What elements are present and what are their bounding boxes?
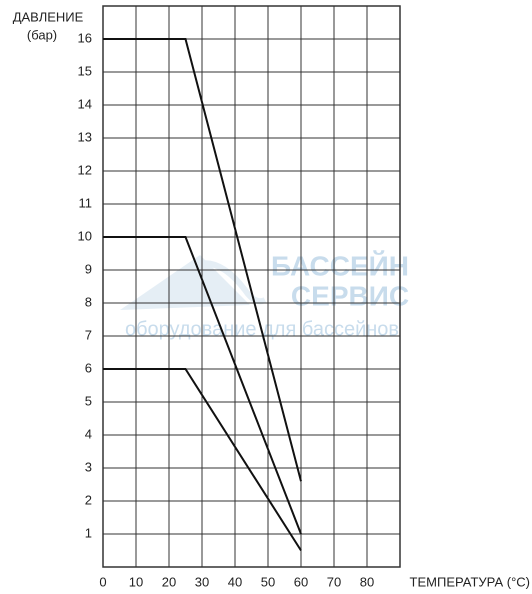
y-axis-label: ДАВЛЕНИЕ <box>13 9 84 24</box>
y-tick-label: 4 <box>85 426 92 441</box>
x-tick-label: 50 <box>261 574 275 589</box>
x-tick-label: 60 <box>294 574 308 589</box>
y-tick-label: 13 <box>78 129 92 144</box>
x-axis-label: ТЕМПЕРАТУРА (°С) <box>410 574 530 589</box>
y-tick-label: 8 <box>85 294 92 309</box>
x-tick-label: 20 <box>162 574 176 589</box>
y-axis-unit: (бар) <box>27 27 57 42</box>
y-tick-label: 12 <box>78 162 92 177</box>
x-tick-label: 30 <box>195 574 209 589</box>
y-tick-label: 16 <box>78 30 92 45</box>
watermark-text: БАССЕЙН <box>271 249 409 281</box>
y-tick-label: 6 <box>85 360 92 375</box>
series-line <box>103 236 302 535</box>
y-tick-label: 1 <box>85 525 92 540</box>
y-tick-label: 2 <box>85 492 92 507</box>
watermark-text: СЕРВИС <box>291 280 409 311</box>
y-tick-label: 3 <box>85 459 92 474</box>
x-tick-label: 80 <box>360 574 374 589</box>
y-tick-label: 9 <box>85 261 92 276</box>
y-tick-label: 15 <box>78 63 92 78</box>
series-line <box>103 368 302 552</box>
y-tick-label: 14 <box>78 96 92 111</box>
y-tick-label: 7 <box>85 327 92 342</box>
x-tick-label: 40 <box>228 574 242 589</box>
series-line <box>103 38 302 482</box>
x-tick-label: 70 <box>327 574 341 589</box>
x-tick-label: 10 <box>129 574 143 589</box>
y-tick-label: 10 <box>78 228 92 243</box>
y-tick-label: 5 <box>85 393 92 408</box>
y-tick-label: 11 <box>79 195 93 210</box>
x-tick-label: 0 <box>99 574 106 589</box>
